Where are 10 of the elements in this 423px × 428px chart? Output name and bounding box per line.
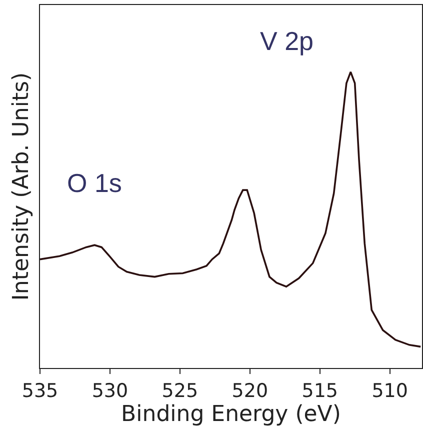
x-tick-label: 530 — [92, 380, 128, 402]
annotation: O 1s — [67, 168, 122, 198]
x-tick-label: 510 — [372, 380, 408, 402]
x-tick-label: 535 — [22, 380, 58, 402]
text: V 2p — [260, 26, 314, 56]
x-tick-label: 515 — [302, 380, 338, 402]
x-tick-label: 520 — [232, 380, 268, 402]
x-tick-label: 525 — [162, 380, 198, 402]
y-axis-title: Intensity (Arb. Units) — [8, 72, 34, 301]
x-axis-title: Binding Energy (eV) — [121, 402, 341, 427]
